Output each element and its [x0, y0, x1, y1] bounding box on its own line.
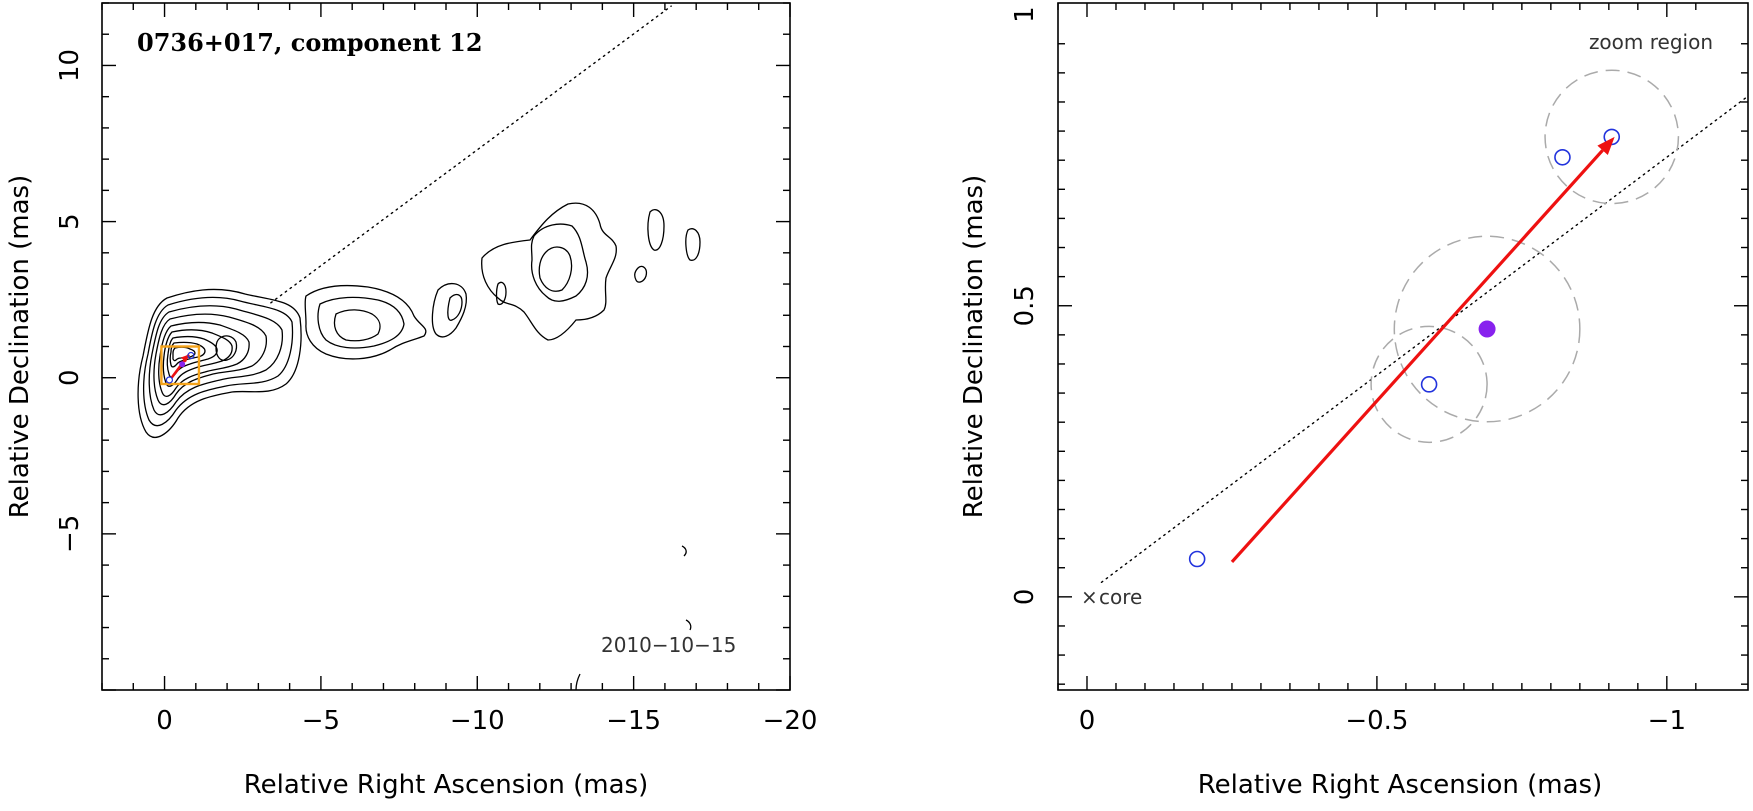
y-tick-label: 0: [55, 369, 85, 386]
contour-line: [685, 228, 701, 261]
jet-axis-line: [270, 5, 672, 304]
contour-line: [304, 284, 427, 360]
x-tick-label: −5: [302, 706, 340, 736]
contour-line: [647, 209, 665, 251]
zoom-region-label: zoom region: [1589, 30, 1713, 54]
y-tick-label: 5: [55, 213, 85, 230]
contour-line: [317, 296, 405, 349]
x-tick-label: −20: [763, 706, 818, 736]
contour-line: [137, 288, 302, 438]
contour-line: [148, 305, 284, 416]
contour-line: [530, 223, 589, 302]
jet-axis-dotted-line: [1100, 95, 1749, 583]
mini-component-marker: [165, 376, 174, 384]
zoom-box: [160, 345, 201, 386]
mini-component-marker: [187, 351, 195, 360]
y-tick-label: 0.5: [1010, 285, 1040, 326]
motion-arrow-head: [1597, 136, 1615, 155]
jet-axis-line: [1100, 95, 1749, 583]
zoom-region-box: [160, 345, 201, 386]
contour-line: [166, 335, 218, 378]
motion-arrow-shaft: [1230, 149, 1604, 563]
contour-map: [137, 202, 701, 691]
y-tick-label: 10: [55, 49, 85, 82]
open-component-marker: [1554, 148, 1571, 166]
contour-line: [142, 296, 294, 427]
open-component-marker: [1420, 376, 1438, 393]
x-tick-label: −0.5: [1345, 706, 1408, 736]
uncertainty-circle: [1393, 235, 1581, 423]
contour-line: [575, 673, 581, 691]
left-plot-frame: [101, 2, 791, 691]
uncertainty-circle: [1544, 69, 1680, 205]
uncertainty-circles: [1370, 69, 1680, 444]
left-y-axis-label: Relative Declination (mas): [5, 175, 35, 518]
contour-line: [153, 313, 268, 406]
left-ticks: 0 −5 −10 −15 −20 −5 0 5 10: [55, 2, 818, 736]
left-chart-title: 0736+017, component 12: [137, 28, 483, 57]
right-x-axis-label: Relative Right Ascension (mas): [1198, 770, 1602, 800]
component-markers: [1188, 128, 1621, 568]
core-label: core: [1099, 585, 1142, 609]
mini-arrow-head: [180, 354, 189, 363]
y-tick-label: −5: [55, 515, 85, 553]
x-tick-label: 0: [1079, 706, 1096, 736]
uncertainty-circle: [1370, 325, 1488, 444]
y-tick-label: 1: [1010, 6, 1040, 23]
core-marker: ×: [1081, 585, 1098, 609]
contour-line: [158, 321, 250, 397]
motion-arrow: [1230, 136, 1615, 563]
contour-line: [685, 619, 692, 631]
contour-line: [495, 281, 507, 306]
open-component-marker: [1188, 550, 1206, 568]
left-x-axis-label: Relative Right Ascension (mas): [244, 770, 648, 800]
right-y-axis-label: Relative Declination (mas): [959, 175, 989, 518]
contour-line: [634, 265, 648, 283]
contour-line: [215, 335, 238, 362]
x-tick-label: −1: [1648, 706, 1686, 736]
right-plot-frame: [1057, 2, 1749, 691]
epoch-date-label: 2010−10−15: [601, 633, 736, 657]
x-tick-label: −10: [450, 706, 505, 736]
contour-line: [447, 293, 463, 321]
filled-component-marker: [1478, 320, 1496, 338]
contour-line: [481, 202, 617, 341]
contour-line: [333, 309, 381, 342]
x-tick-label: 0: [156, 706, 173, 736]
mini-filled-marker: [179, 361, 186, 368]
contour-line: [538, 246, 573, 292]
left-panel-contour-map: 0 −5 −10 −15 −20 −5 0 5 10 0736+017, component 1…: [5, 2, 818, 800]
contour-line: [431, 283, 468, 338]
x-tick-label: −15: [606, 706, 661, 736]
right-panel-zoom-region: 0 −0.5 −1 0 0.5 1 zoom region × core Relative…: [959, 2, 1749, 800]
contour-line: [681, 545, 687, 557]
contour-line: [172, 346, 196, 362]
right-ticks: 0 −0.5 −1 0 0.5 1: [1010, 3, 1748, 736]
jet-axis-dotted-line: [270, 5, 672, 304]
y-tick-label: 0: [1010, 589, 1040, 606]
